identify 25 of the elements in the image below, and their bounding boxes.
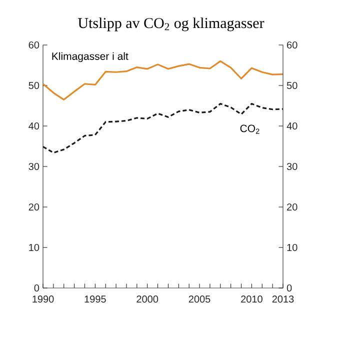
y-tick-label: 0	[34, 284, 40, 292]
x-tick-label: 2000	[136, 296, 158, 303]
y-tick-label: 40	[28, 122, 40, 130]
y-tick-label: 30	[28, 162, 40, 170]
y2-tick-label: 50	[286, 82, 298, 90]
chart-title: Utslipp av CO$_{2}$ og klimagasser	[78, 18, 264, 32]
x-tick-label: 2013	[272, 296, 294, 303]
y2-tick-label: 60	[287, 41, 298, 49]
x-tick-label: 1995	[84, 296, 106, 303]
line-series	[43, 102, 283, 154]
line-series	[43, 60, 283, 100]
series-label: Klimagasser i alt	[52, 52, 128, 62]
y-tick-label: 50	[28, 82, 40, 90]
y2-tick-label: 0	[286, 284, 292, 292]
x-tick-label: 1990	[32, 296, 54, 303]
y2-tick-label: 10	[287, 244, 298, 252]
y2-tick-label: 20	[287, 203, 298, 211]
series-label: CO$_{2}$	[240, 124, 260, 134]
x-tick-label: 2005	[188, 296, 210, 303]
y-tick-label: 20	[28, 203, 40, 211]
x-tick-label: 2010	[241, 296, 262, 303]
y2-tick-label: 40	[286, 122, 298, 130]
y-tick-label: 10	[29, 244, 40, 252]
y2-tick-label: 30	[286, 162, 298, 170]
y-tick-label: 60	[28, 41, 40, 49]
